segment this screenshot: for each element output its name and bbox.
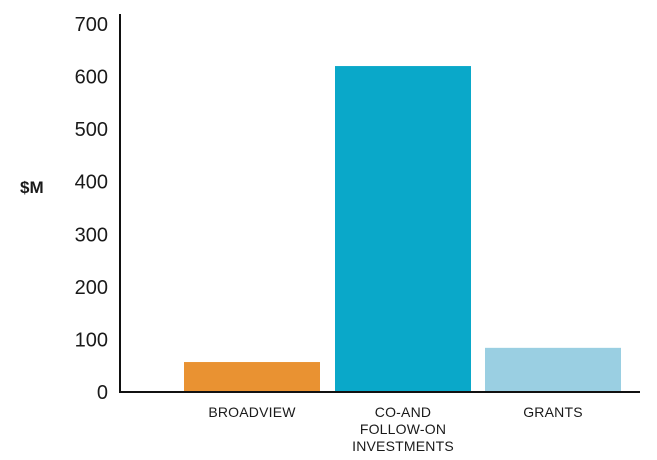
y-axis-label: $M <box>20 178 44 197</box>
y-tick-labels: 0 100 200 300 400 500 600 700 <box>75 14 108 404</box>
category-label: BROADVIEW <box>208 404 296 420</box>
category-label: GRANTS <box>523 404 583 420</box>
y-tick-label: 300 <box>75 224 108 246</box>
y-tick-label: 400 <box>75 172 108 194</box>
y-tick-label: 700 <box>75 14 108 36</box>
bars <box>184 66 621 393</box>
bar <box>335 66 471 393</box>
y-tick-label: 500 <box>75 119 108 141</box>
bar <box>485 347 621 392</box>
category-label: INVESTMENTS <box>352 438 454 454</box>
y-tick-label: 600 <box>75 67 108 89</box>
category-label: FOLLOW-ON <box>360 421 446 437</box>
bar <box>184 362 320 392</box>
category-label: CO-AND <box>375 404 431 420</box>
y-tick-label: 0 <box>97 382 108 404</box>
y-tick-label: 200 <box>75 277 108 299</box>
y-tick-label: 100 <box>75 329 108 351</box>
